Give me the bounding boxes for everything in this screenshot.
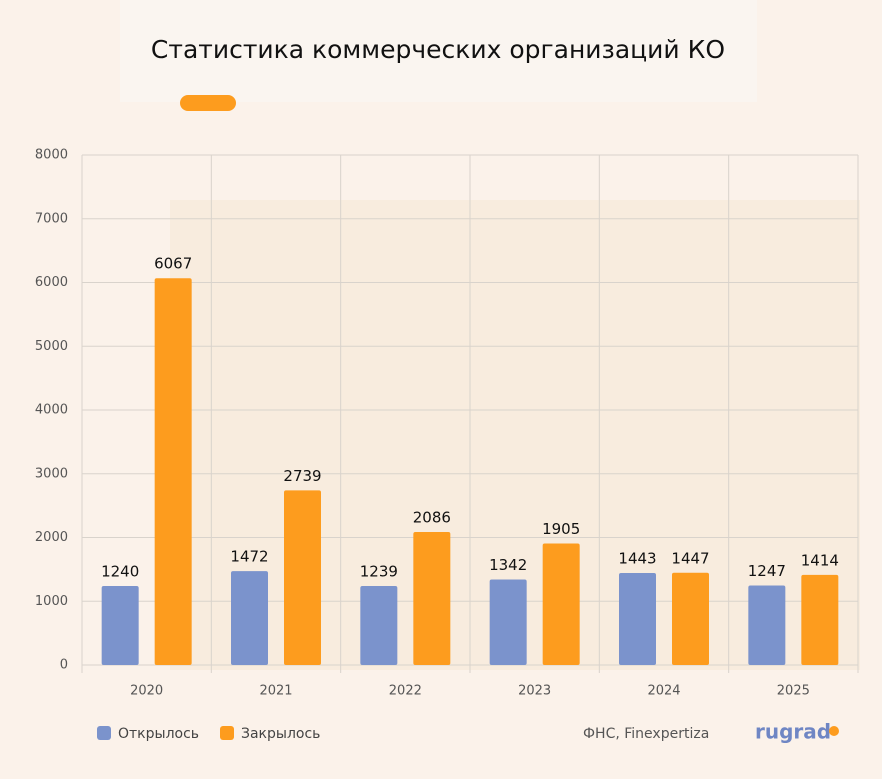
x-tick-label: 2021	[259, 684, 292, 699]
y-tick-label: 2000	[35, 530, 68, 545]
data-label: 2739	[283, 467, 321, 485]
x-tick-label: 2020	[130, 684, 163, 699]
legend-swatch	[220, 726, 234, 740]
data-label: 1905	[542, 520, 580, 538]
logo: rugrad	[755, 720, 831, 744]
data-label: 1247	[748, 562, 786, 580]
legend-label: Закрылось	[241, 726, 320, 742]
data-label: 1342	[489, 556, 527, 574]
y-tick-label: 3000	[35, 466, 68, 481]
data-label: 1443	[618, 550, 656, 568]
x-tick-label: 2023	[518, 684, 551, 699]
bar	[101, 585, 139, 665]
data-label: 1240	[101, 562, 139, 580]
y-tick-label: 4000	[35, 403, 68, 418]
bar	[231, 571, 268, 665]
y-tick-label: 6000	[35, 275, 68, 290]
bar	[619, 573, 656, 665]
x-tick-label: 2024	[647, 684, 680, 699]
bar	[413, 532, 451, 665]
bar	[672, 572, 709, 665]
data-label: 1447	[671, 549, 709, 567]
y-tick-label: 7000	[35, 211, 68, 226]
data-label: 2086	[413, 509, 451, 527]
chart-title: Статистика коммерческих организаций КО	[151, 35, 725, 64]
data-label: 6067	[154, 255, 192, 273]
x-tick-label: 2025	[777, 684, 810, 699]
x-tick-label: 2022	[389, 684, 422, 699]
bar	[801, 574, 839, 665]
y-tick-label: 5000	[35, 339, 68, 354]
bar	[489, 579, 527, 665]
bar	[748, 585, 786, 665]
source: ФНС, Finexpertiza	[583, 726, 709, 742]
bar	[284, 490, 321, 665]
title-accent	[180, 95, 236, 111]
y-tick-label: 8000	[35, 148, 68, 163]
bar	[542, 543, 580, 665]
bar	[154, 278, 192, 665]
y-tick-label: 0	[60, 658, 68, 673]
legend-label: Открылось	[118, 726, 199, 742]
bar	[360, 586, 398, 665]
y-tick-label: 1000	[35, 594, 68, 609]
data-label: 1239	[360, 563, 398, 581]
logo-dot	[829, 726, 839, 736]
legend-swatch	[97, 726, 111, 740]
title-box	[120, 0, 757, 102]
data-label: 1414	[801, 551, 839, 569]
data-label: 1472	[230, 548, 268, 566]
